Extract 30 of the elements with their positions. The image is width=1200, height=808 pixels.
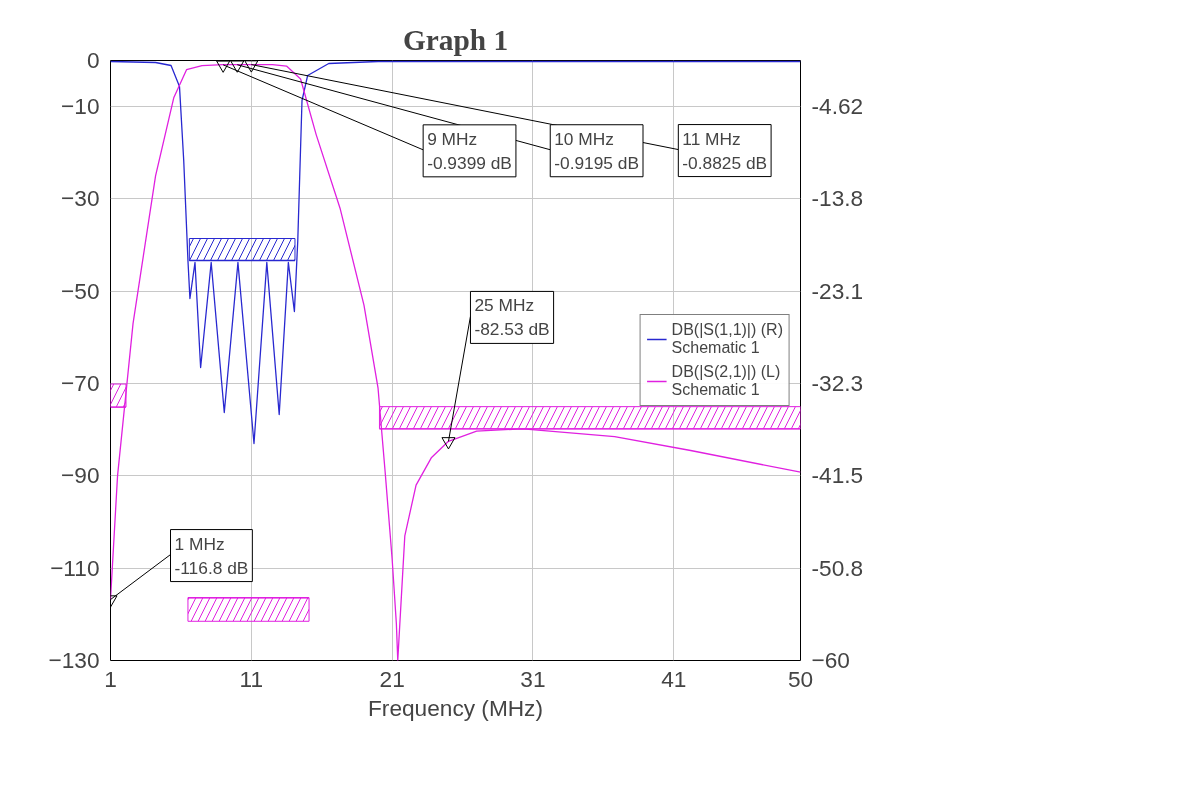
y-tick-label: −130 [48, 647, 100, 673]
x-tick-label: 11 [239, 665, 264, 692]
chart-title: Graph 1 [402, 23, 509, 56]
annotation: 25 MHz -82.53 dB [474, 295, 550, 340]
y2-tick-label: -4.62 [811, 93, 864, 120]
y-tick-label: −90 [61, 462, 100, 489]
x-tick-label: 50 [787, 665, 814, 692]
x-tick-label: 21 [379, 665, 405, 692]
legend-label: DB(|S(2,1)|) (L) Schematic 1 [671, 363, 781, 399]
y-tick-label: −10 [61, 93, 100, 120]
y-tick-label: −30 [61, 185, 100, 212]
y2-tick-label: −60 [811, 647, 850, 673]
y2-tick-label: -41.5 [811, 462, 864, 489]
y2-tick-label: -50.8 [811, 554, 864, 581]
legend-label: DB(|S(1,1)|) (R) Schematic 1 [671, 321, 783, 357]
y2-tick-label: -13.8 [811, 185, 864, 212]
annotation: 11 MHz -0.8825 dB [682, 128, 768, 173]
x-tick-label: 41 [661, 665, 687, 692]
y-tick-label: −50 [61, 277, 100, 304]
x-tick-label: 31 [520, 665, 546, 692]
x-tick-label: 1 [104, 665, 117, 692]
y-tick-label: −110 [50, 554, 100, 581]
y-tick-label: 0 [86, 47, 100, 73]
y2-tick-label: -32.3 [811, 370, 864, 397]
y-tick-label: −70 [61, 370, 100, 397]
x-axis-title: Frequency (MHz) [368, 694, 544, 721]
y2-tick-label: -23.1 [811, 277, 864, 304]
annotation: 1 MHz -116.8 dB [174, 533, 249, 578]
annotation: 10 MHz -0.9195 dB [554, 128, 640, 173]
annotation: 9 MHz -0.9399 dB [427, 128, 512, 173]
